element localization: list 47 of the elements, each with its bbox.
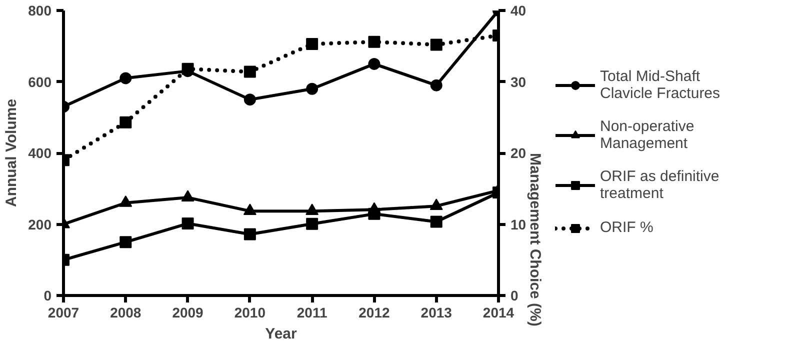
y2-axis-title: Management Choice (%): [526, 153, 544, 326]
point: [306, 38, 318, 50]
x-tick-label: 2012: [358, 304, 390, 320]
y2-tick-label: 40: [510, 2, 526, 18]
x-tick-label: 2008: [110, 304, 142, 320]
y-tick-label: 800: [28, 2, 52, 18]
x-tick-label: 2014: [482, 304, 514, 320]
point: [181, 190, 194, 202]
point: [430, 38, 442, 51]
point: [120, 236, 132, 248]
y-tick-label: 400: [28, 145, 52, 161]
point: [120, 72, 132, 84]
point: [182, 62, 194, 75]
legend-label: Total Mid-Shaft Clavicle Fractures: [600, 68, 720, 102]
point: [244, 94, 256, 106]
point: [306, 218, 318, 230]
y2-tick-label: 20: [510, 145, 526, 161]
point: [430, 216, 442, 228]
legend-label: ORIF %: [600, 219, 654, 236]
point: [306, 204, 319, 216]
x-tick-label: 2007: [48, 304, 80, 320]
x-tick-label: 2011: [296, 304, 328, 320]
y-axis-title: Annual Volume: [3, 98, 20, 208]
point: [119, 195, 132, 207]
x-tick-label: 2010: [234, 304, 266, 320]
point: [120, 116, 132, 128]
y-tick-label: 600: [28, 74, 52, 90]
point: [430, 198, 443, 210]
x-tick-label: 2013: [420, 304, 452, 320]
y-tick-label: 200: [28, 216, 52, 232]
point: [368, 208, 380, 220]
point: [244, 66, 256, 78]
point: [368, 36, 380, 48]
y2-tick-label: 30: [510, 74, 526, 90]
point: [430, 79, 442, 92]
y2-tick-label: 0: [510, 288, 518, 304]
x-tick-label: 2009: [172, 304, 204, 320]
point: [368, 58, 380, 70]
point: [243, 204, 256, 216]
y2-tick-label: 10: [510, 216, 526, 232]
point: [182, 218, 194, 230]
legend-label: ORIF as definitive treatment: [600, 168, 720, 202]
x-axis-title: Year: [265, 326, 298, 342]
point: [244, 228, 256, 240]
point: [306, 82, 318, 95]
legend-label: Non-operative Management: [600, 118, 694, 152]
y-tick-label: 0: [44, 288, 52, 304]
